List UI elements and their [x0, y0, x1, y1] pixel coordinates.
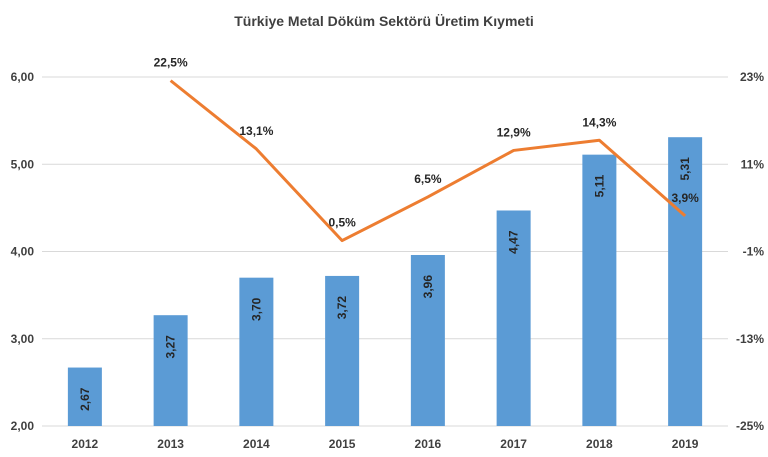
right-tick-label: -1% — [743, 245, 765, 259]
x-tick-label: 2018 — [586, 437, 613, 451]
line-data-labels: 22,5% 13,1% 0,5% 6,5% 12,9% 14,3% 3,9% — [154, 56, 700, 230]
bar-value-label: 2,67 — [78, 387, 92, 411]
line-series — [169, 79, 687, 243]
bar — [410, 254, 445, 426]
right-axis-ticks: -25% -13% -1% 11% 23% — [736, 70, 764, 433]
bar-value-label: 5,11 — [592, 174, 606, 197]
left-axis-ticks: 2,00 3,00 4,00 5,00 6,00 — [11, 70, 35, 433]
x-tick-label: 2015 — [329, 437, 356, 451]
left-tick-label: 3,00 — [11, 332, 35, 346]
bar-value-label: 3,27 — [164, 335, 178, 359]
bar — [239, 277, 274, 426]
x-tick-label: 2014 — [243, 437, 270, 451]
line-value-label: 0,5% — [328, 216, 356, 230]
right-tick-label: -25% — [736, 419, 764, 433]
bar — [582, 154, 617, 426]
x-tick-label: 2012 — [72, 437, 99, 451]
bar — [153, 315, 188, 426]
bar-value-label: 5,31 — [678, 157, 692, 181]
left-tick-label: 6,00 — [11, 70, 35, 84]
left-tick-label: 2,00 — [11, 419, 35, 433]
right-tick-label: 23% — [740, 70, 764, 84]
bar-data-labels: 2,67 3,27 3,70 3,72 3,96 4,47 5,11 5,31 — [78, 157, 692, 411]
x-tick-label: 2017 — [500, 437, 527, 451]
gridlines — [42, 76, 728, 427]
x-tick-label: 2013 — [157, 437, 184, 451]
line-value-label: 22,5% — [154, 56, 188, 70]
left-tick-label: 4,00 — [11, 245, 35, 259]
x-tick-label: 2019 — [672, 437, 699, 451]
growth-line — [169, 79, 687, 243]
bar-value-label: 4,47 — [507, 230, 521, 254]
x-axis-ticks: 2012 2013 2014 2015 2016 2017 2018 2019 — [72, 437, 699, 451]
left-tick-label: 5,00 — [11, 157, 35, 171]
chart-title: Türkiye Metal Döküm Sektörü Üretim Kıyme… — [234, 13, 534, 29]
line-value-label: 3,9% — [671, 191, 699, 205]
right-tick-label: 11% — [741, 157, 765, 171]
bar — [668, 137, 703, 426]
bar — [67, 367, 102, 426]
line-value-label: 12,9% — [497, 125, 531, 139]
x-tick-label: 2016 — [415, 437, 442, 451]
line-value-label: 14,3% — [582, 115, 616, 129]
line-value-label: 6,5% — [414, 172, 442, 186]
bar — [325, 275, 360, 426]
bar-value-label: 3,72 — [335, 296, 349, 320]
bar-series — [67, 137, 703, 426]
bar-value-label: 3,96 — [421, 275, 435, 299]
line-value-label: 13,1% — [239, 124, 273, 138]
bar-value-label: 3,70 — [249, 297, 263, 321]
bar — [496, 210, 531, 426]
right-tick-label: -13% — [736, 332, 764, 346]
